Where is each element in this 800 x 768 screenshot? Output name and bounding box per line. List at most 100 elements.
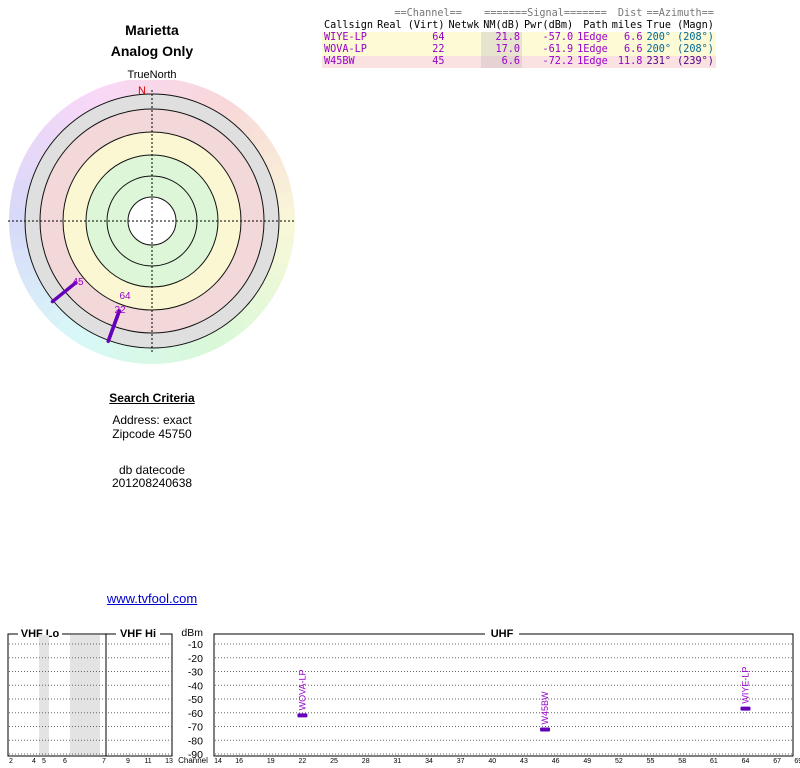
polar-color-segment [106, 341, 126, 361]
station-bar [297, 713, 308, 718]
y-tick-label: -40 [188, 680, 203, 692]
polar-color-segment [28, 135, 50, 158]
band-label-bg [116, 626, 160, 640]
table-row[interactable]: WIYE-LP 64 21.8 -57.0 1Edge 6.6 200° (20… [322, 32, 716, 44]
polar-color-segment [9, 204, 26, 221]
polar-color-segment [150, 347, 167, 364]
polar-color-segment [165, 80, 183, 98]
polar-north-marker: N [138, 85, 146, 97]
cell-netwk [447, 32, 482, 44]
x-tick-label: 22 [299, 758, 307, 765]
polar-color-segment [276, 191, 295, 209]
col-path: Path [583, 20, 608, 31]
col-true-magn: True (Magn) [646, 20, 714, 31]
polar-color-segment [278, 221, 295, 238]
tvfool-link[interactable]: www.tvfool.com [106, 591, 198, 606]
polar-color-segment [254, 284, 276, 307]
polar-color-segment [177, 341, 197, 362]
y-tick-label: -50 [188, 694, 203, 706]
polar-color-segment [9, 219, 26, 236]
polar-color-segment [278, 206, 295, 223]
spectrum-chart: VHF Lo VHF Hi UHF -10 -20 -30-40 -50 -60 -70-80 -… [7, 626, 800, 765]
station-label: WIYE-LP [741, 667, 751, 704]
y-tick-label: -20 [188, 653, 203, 665]
cell-path: 1Edge [577, 44, 608, 55]
group-header-azimuth: ==Azimuth== [646, 8, 714, 19]
cell-netwk [447, 44, 482, 56]
polar-color-segment [93, 84, 114, 105]
vhf-shade [70, 635, 100, 755]
group-header-signal: =======Signal======= [484, 8, 607, 19]
cell-az-true: 200° [646, 32, 671, 43]
mode-title: Analog Only [110, 43, 194, 59]
x-tick-label: 34 [425, 758, 433, 765]
table-row[interactable]: W45BW 45 6.6 -72.2 1Edge 11.8 231° (239°… [322, 56, 716, 68]
polar-color-segment [12, 175, 32, 195]
y-tick-label: -90 [188, 749, 203, 761]
db-datecode-value: 201208240638 [111, 476, 193, 490]
search-zipcode: Zipcode 45750 [112, 427, 192, 441]
polar-color-segment [164, 345, 182, 364]
x-tick-label: 14 [214, 758, 222, 765]
cell-channel: 45 [432, 56, 445, 67]
station-label: WOVA-LP [297, 670, 307, 711]
x-tick-label: 43 [520, 758, 528, 765]
cell-pwr: -61.9 [542, 44, 574, 55]
polar-color-segment [66, 323, 89, 345]
x-tick-label: 7 [102, 758, 106, 765]
polar-color-segment [121, 344, 139, 364]
x-tick-label: 61 [710, 758, 718, 765]
x-tick-label: 25 [330, 758, 338, 765]
cell-callsign: W45BW [324, 56, 355, 67]
x-tick-label: 28 [362, 758, 370, 765]
station-bar [740, 706, 751, 711]
polar-color-segment [107, 80, 127, 101]
y-tick-label: -30 [188, 667, 203, 679]
polar-color-segment [9, 190, 29, 208]
db-datecode-label: db datecode [118, 463, 186, 477]
cell-azimuth: 200° (208°) [644, 32, 716, 44]
y-tick-label: -10 [188, 639, 203, 651]
band-label-uhf: UHF [491, 628, 514, 640]
band-label-vhf-lo: VHF Lo [21, 628, 60, 640]
cell-az-true: 200° [646, 44, 671, 55]
x-tick-label: 16 [235, 758, 243, 765]
x-tick-label: 37 [457, 758, 465, 765]
polar-color-segment [272, 247, 292, 267]
x-tick-label: 4 [32, 758, 36, 765]
polar-color-segment [135, 347, 152, 364]
band-label-vhf-hi: VHF Hi [120, 628, 156, 640]
table-row[interactable]: WOVA-LP 22 17.0 -61.9 1Edge 6.6 200° (20… [322, 44, 716, 56]
polar-color-segment [152, 80, 169, 95]
x-tick-label: 6 [63, 758, 67, 765]
station-bar [540, 727, 551, 732]
x-tick-label: 58 [678, 758, 686, 765]
polar-color-segment [178, 81, 198, 101]
col-miles: miles [611, 20, 643, 31]
station-label: W45BW [540, 691, 550, 725]
cell-dist: 6.6 [624, 32, 643, 43]
x-tick-label: 46 [552, 758, 560, 765]
cell-pwr: -57.0 [542, 32, 574, 43]
cell-nm: 17.0 [481, 44, 523, 56]
x-tick-label: 40 [488, 758, 496, 765]
x-tick-label: 69 [794, 758, 800, 765]
vhf-shade [39, 635, 49, 755]
x-tick-label: 19 [267, 758, 275, 765]
cell-dist: 11.8 [617, 56, 643, 67]
polar-station-label: 64 [119, 291, 131, 302]
polar-color-segment [215, 97, 238, 119]
location-title: Marietta [125, 22, 179, 38]
polar-station-bar [50, 280, 78, 304]
station-table: ==Channel== =======Signal======= Dist ==… [322, 8, 716, 68]
polar-station-label: 22 [114, 305, 126, 316]
cell-dist: 6.6 [624, 44, 643, 55]
cell-callsign: WIYE-LP [324, 32, 367, 43]
vhf-hi-panel [105, 633, 173, 757]
cell-nm: 21.8 [481, 32, 523, 44]
cell-callsign: WOVA-LP [324, 44, 367, 55]
y-tick-label: -70 [188, 722, 203, 734]
col-pwr: Pwr(dBm) [524, 20, 574, 31]
polar-color-segment [137, 80, 154, 95]
band-label-bg [18, 626, 62, 640]
